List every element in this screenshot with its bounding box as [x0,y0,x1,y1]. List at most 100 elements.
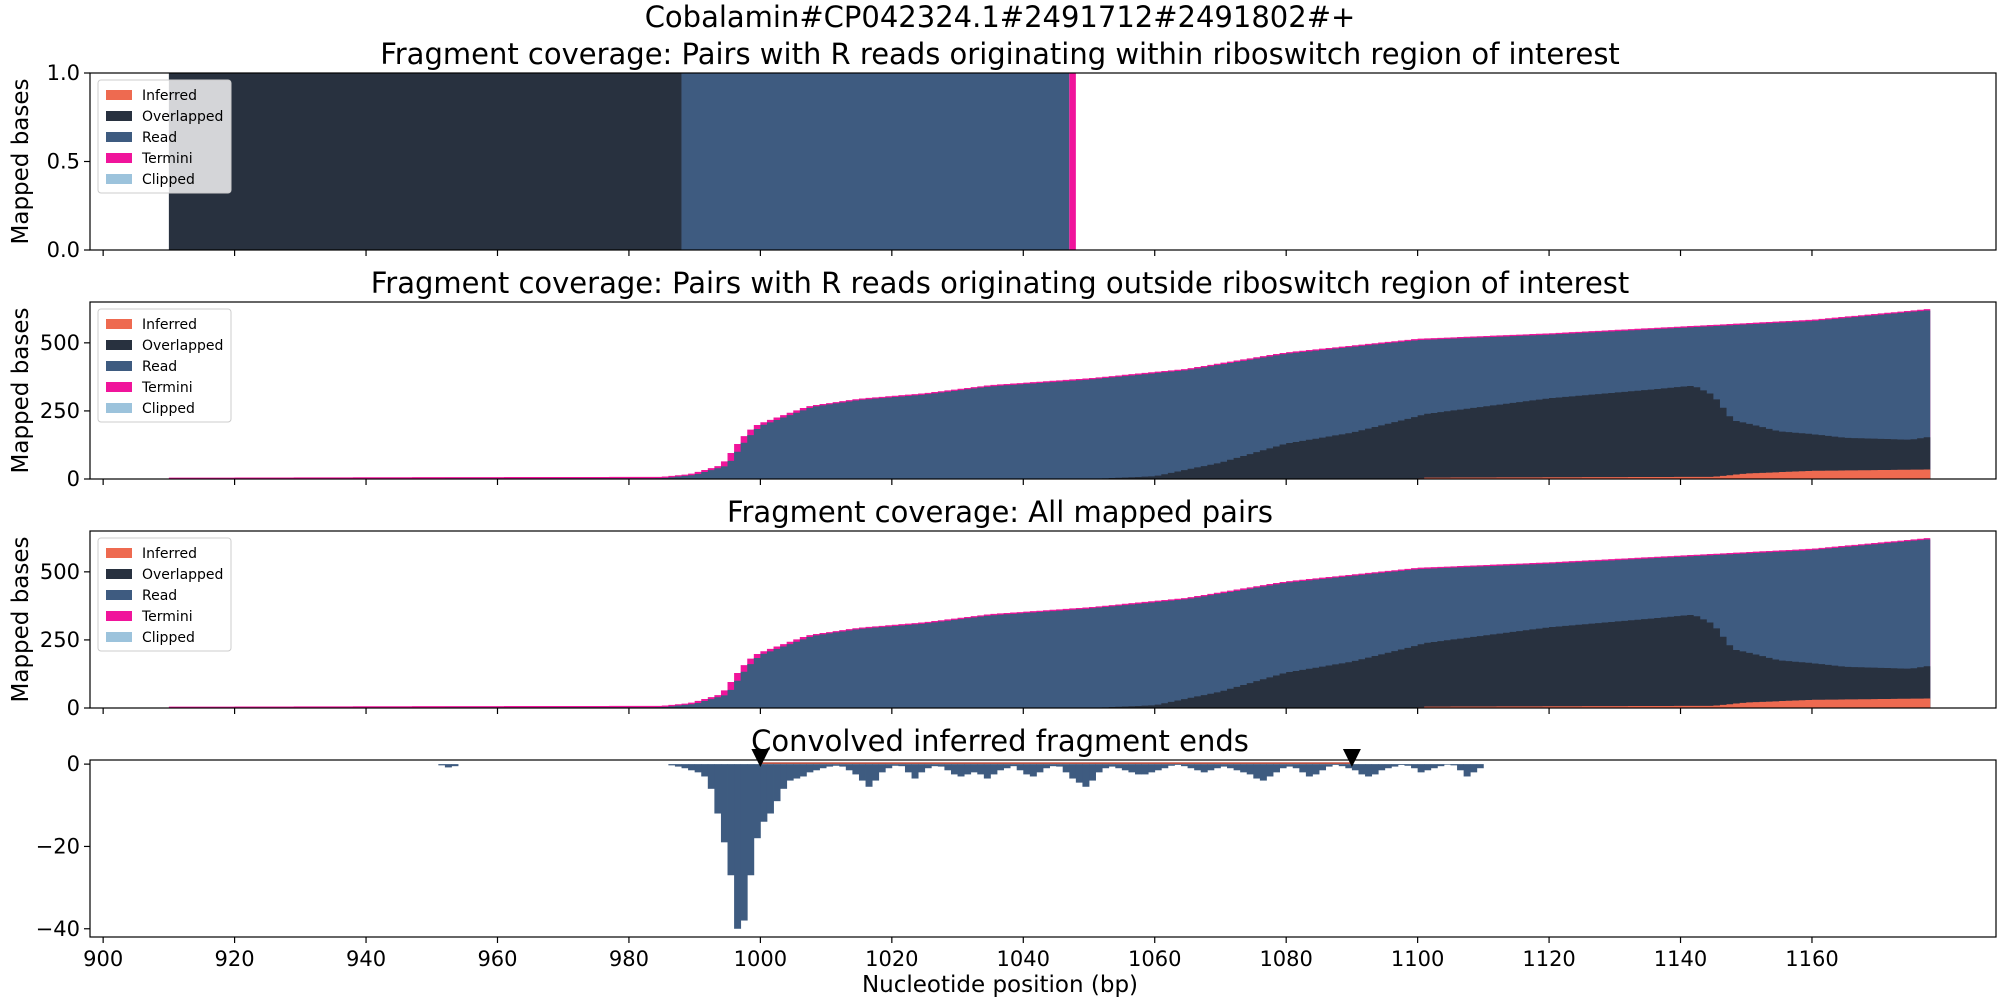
legend-swatch [106,548,132,558]
convolved-bar [681,764,689,769]
convolved-bar [1240,764,1248,773]
convolved-bar [1227,764,1234,769]
panel-outside-riboswitch: Fragment coverage: Pairs with R reads or… [8,266,1997,491]
convolved-bar [1043,764,1050,769]
convolved-bar [1292,764,1300,769]
convolved-bar [1115,764,1123,769]
figure-suptitle: Cobalamin#CP042324.1#2491712#2491802#+ [645,0,1356,34]
x-axis-label: Nucleotide position (bp) [862,972,1138,998]
convolved-bar [1207,764,1215,771]
convolved-bar [865,764,873,787]
convolved-bar [990,764,998,775]
convolved-bar [1332,764,1340,765]
convolved-bar [1279,764,1287,769]
y-tick-label: −40 [36,917,80,941]
coverage-overlapped-segment [168,73,682,250]
convolved-bar [832,764,840,766]
convolved-bar [918,764,926,773]
convolved-bar [1443,764,1451,765]
y-tick-label: 0.5 [47,150,80,174]
convolved-bar [1154,764,1162,771]
legend-label: Read [142,359,177,375]
x-tick-label: 1160 [1785,947,1838,971]
convolved-bar [1411,764,1419,769]
convolved-bar [707,764,715,789]
convolved-bar [898,764,906,767]
panel-1-title: Fragment coverage: Pairs with R reads or… [380,37,1620,71]
coverage-inferred-area [168,469,1931,479]
convolved-bar [1450,764,1458,766]
convolved-bar [668,764,676,766]
convolved-bar [904,764,912,773]
axes-frame [89,530,1997,709]
convolved-bar [1095,764,1103,773]
convolved-bar [1286,764,1294,767]
convolved-bar [1049,764,1057,767]
convolved-bar [1463,764,1471,777]
coverage-termini-segment [1069,73,1076,250]
convolved-bar [1069,764,1077,779]
convolved-bar [1135,764,1142,775]
convolved-bar [1213,764,1221,769]
legend-swatch [106,153,132,163]
panel-1-plot: 0.0 0.5 1.0 Mapped bases Inferred Overlapped R… [8,61,1997,262]
convolved-bar [1358,764,1366,775]
convolved-bar [983,764,991,779]
x-tick-label: 1000 [734,947,787,971]
convolved-bar [1181,764,1188,767]
convolved-bar [1325,764,1333,767]
convolved-bar [977,764,985,775]
convolved-bar [701,764,709,777]
convolved-bar [1384,764,1392,769]
legend-swatch [106,319,132,329]
panel-within-riboswitch: Fragment coverage: Pairs with R reads or… [8,37,1997,262]
convolved-bar [438,764,446,766]
legend-label: Clipped [142,172,195,188]
convolved-bar [931,764,939,767]
x-tick-label: 1040 [997,947,1050,971]
legend-label: Inferred [142,317,197,333]
x-tick-label: 940 [346,947,386,971]
convolved-bar [950,764,958,775]
legend-label: Inferred [142,546,197,562]
convolved-bar [924,764,932,769]
convolved-bar [1430,764,1438,769]
convolved-bar [760,764,768,822]
convolved-bar [1351,764,1359,771]
convolved-bar [1029,764,1037,777]
convolved-bar [1220,764,1228,767]
legend-swatch [106,590,132,600]
coverage-overlapped-area [168,385,1931,479]
convolved-bar [1437,764,1445,767]
y-axis-label: Mapped bases [8,307,34,473]
y-tick-label: 0 [67,467,80,491]
convolved-bar [674,764,682,767]
y-tick-label: 1.0 [47,61,80,85]
position-marker [1342,749,1361,767]
axes-frame [89,301,1997,480]
convolved-bar [1253,764,1261,779]
convolved-bar [766,764,774,814]
legend-box [97,537,232,652]
convolved-bar [872,764,880,781]
convolved-bar [1194,764,1202,771]
x-tick-label: 960 [477,947,517,971]
convolved-bar [1062,764,1070,773]
convolved-bar [1457,764,1465,771]
y-tick-label: 250 [40,628,80,652]
convolved-bar [714,764,722,814]
legend-label: Overlapped [142,338,223,354]
legend-label: Read [142,588,177,604]
coverage-overlapped-area [168,614,1931,708]
convolved-bar [1371,764,1379,775]
y-tick-label: 500 [40,331,80,355]
legend-swatch [106,111,132,121]
coverage-inferred-area [168,698,1931,708]
legend-swatch [106,632,132,642]
convolved-bar [1424,764,1432,771]
convolved-bar [1246,764,1254,775]
convolved-bar [753,764,761,839]
legend-label: Inferred [142,88,197,104]
convolved-bar [1273,764,1281,773]
